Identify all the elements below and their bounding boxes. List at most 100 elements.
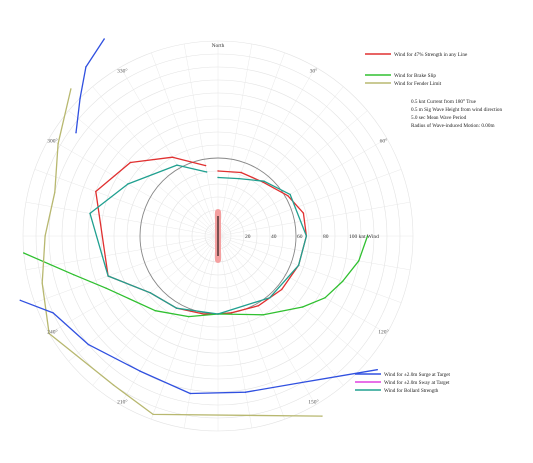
data-point: [152, 413, 154, 416]
data-point: [262, 181, 264, 183]
direction-label: 60°: [380, 137, 388, 144]
data-point: [324, 297, 326, 299]
grid-spoke: [217, 235, 411, 271]
series-line: [23, 235, 369, 318]
data-point: [206, 171, 208, 173]
data-point: [79, 97, 81, 99]
grid-spoke: [217, 235, 253, 429]
data-point: [238, 177, 240, 180]
data-point: [154, 310, 156, 312]
data-point: [103, 38, 105, 40]
data-point: [203, 313, 205, 315]
data-point: [105, 287, 107, 289]
radial-tick-label: 100 knt Wind: [349, 234, 379, 240]
info-line: 0.5 m Sig Wave Height from wind directio…: [411, 106, 503, 113]
radial-tick-label: 20: [245, 234, 251, 240]
legend-label: Wind for 47% Strength in any Line: [394, 51, 468, 58]
grid-spoke: [217, 138, 387, 237]
radial-tick-label: 60: [297, 234, 303, 240]
legend-label: Wind for Brake Slip: [394, 72, 436, 79]
data-point: [204, 164, 207, 167]
data-point: [54, 191, 56, 193]
data-point: [112, 384, 115, 386]
data-point: [75, 132, 77, 134]
legend-label: Wind for ±2.0m Surge at Target: [384, 371, 451, 378]
data-point: [217, 170, 219, 172]
legend-label: Wind for Bollard Strength: [384, 387, 439, 394]
grid-spoke: [25, 201, 219, 237]
data-point: [297, 264, 300, 266]
grid-spoke: [120, 235, 219, 405]
grid-spoke: [217, 235, 344, 386]
data-point: [358, 260, 360, 262]
direction-label: 30°: [310, 68, 318, 75]
data-point: [176, 164, 178, 166]
data-point: [87, 343, 90, 346]
data-point: [95, 190, 97, 193]
data-point: [302, 212, 305, 214]
grid-spoke: [183, 235, 219, 429]
grid-spoke: [120, 67, 219, 237]
data-point: [341, 280, 344, 283]
grid-spoke: [217, 235, 285, 420]
info-line: 5.0 sec Mean Wave Period: [411, 115, 467, 121]
grid-spoke: [217, 52, 285, 237]
grid-spoke: [217, 201, 411, 237]
data-point: [52, 312, 54, 314]
data-point: [70, 88, 72, 90]
grid-spoke: [217, 67, 316, 237]
grid-spoke: [217, 43, 253, 237]
direction-label: 210°: [117, 399, 127, 406]
data-point: [171, 156, 174, 158]
data-point: [321, 415, 323, 417]
data-point: [188, 315, 190, 318]
info-line: 0.5 knt Current from 180° True: [411, 98, 477, 105]
info-line: Radius of Wave-induced Motion: 0.00m: [411, 122, 494, 129]
data-point: [217, 313, 219, 315]
grid-spoke: [68, 110, 219, 237]
data-point: [89, 212, 91, 215]
direction-label: 240°: [47, 329, 57, 336]
grid-spoke: [151, 235, 219, 420]
grid-spoke: [92, 86, 219, 237]
data-point: [366, 235, 369, 237]
data-point: [287, 195, 289, 197]
data-point: [127, 183, 129, 185]
data-point: [72, 274, 75, 276]
grid-spoke: [217, 235, 368, 362]
grid-spoke: [217, 235, 316, 405]
data-point: [240, 171, 242, 174]
radial-tick-label: 80: [323, 234, 329, 240]
data-point: [23, 252, 25, 254]
grid-spoke: [217, 169, 402, 237]
data-point: [19, 299, 21, 301]
data-point: [376, 369, 378, 371]
data-point: [244, 391, 247, 393]
data-point: [281, 288, 283, 291]
data-point: [85, 66, 87, 68]
data-point: [139, 370, 141, 372]
legend-label: Wind for Fender Limit: [394, 80, 442, 87]
grid-spoke: [49, 138, 219, 237]
direction-label: 300°: [47, 137, 57, 144]
data-point: [189, 392, 191, 395]
data-point: [44, 235, 46, 237]
polar-grid: [22, 40, 414, 432]
grid-spoke: [25, 235, 219, 271]
data-point: [262, 314, 265, 316]
grid-spoke: [217, 235, 387, 334]
series-line: [19, 299, 378, 395]
data-point: [217, 176, 219, 179]
grid-spoke: [217, 86, 344, 237]
axis-labels: North 30° 60° 120° 150° 210° 240° 300° 330° 20 40 6…: [47, 43, 388, 406]
grid-spoke: [183, 43, 219, 237]
data-point: [41, 282, 43, 284]
grid-spoke: [34, 169, 219, 237]
legend: Wind for 47% Strength in any Line Wind fo…: [355, 51, 468, 394]
series-lines: [19, 38, 378, 417]
grid-spoke: [49, 235, 219, 334]
direction-label: 150°: [308, 399, 318, 406]
data-point: [175, 307, 178, 309]
